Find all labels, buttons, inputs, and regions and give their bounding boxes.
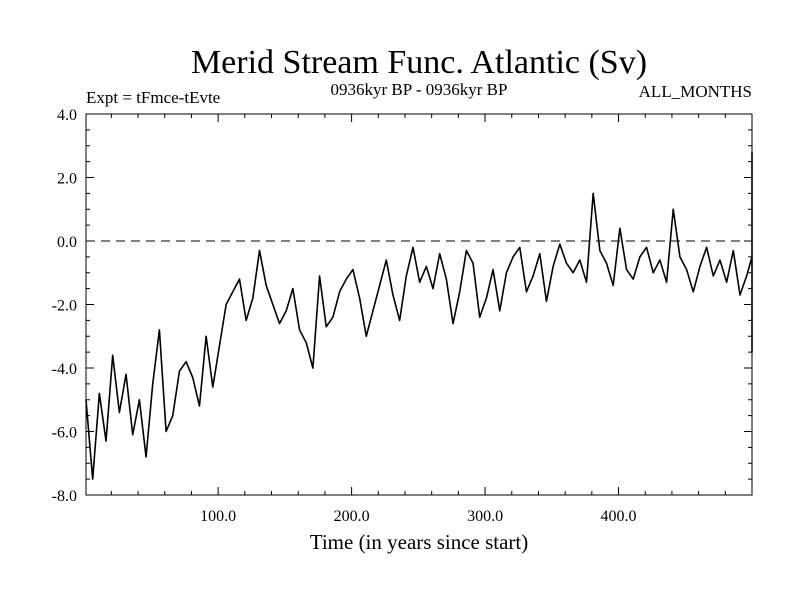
y-tick-label: 0.0 [57,234,77,251]
chart-title: Merid Stream Func. Atlantic (Sv) [191,44,647,81]
y-tick-label: -6.0 [52,425,77,442]
y-tick-label: 4.0 [57,107,77,124]
y-tick-label: -2.0 [52,298,77,315]
x-tick-label: 300.0 [467,508,503,525]
series-line-0 [85,151,753,480]
plot-layer: -8.0 -6.0 -4.0 -2.0 0.0 2.0 4.0 100.0 200.0 300.0… [52,107,753,525]
x-tick-label: 400.0 [601,508,637,525]
chart-subtitle-center: 0936kyr BP - 0936kyr BP [331,80,508,99]
x-axis-label: Time (in years since start) [310,530,529,554]
chart-subtitle-left: Expt = tFmce-tEvte [86,88,220,107]
chart-subtitle-right: ALL_MONTHS [639,82,752,101]
y-tick-label: -8.0 [52,488,77,505]
y-tick-label: -4.0 [52,361,77,378]
x-tick-label: 100.0 [200,508,236,525]
plot-frame [85,113,753,496]
y-tick-label: 2.0 [57,171,77,188]
x-tick-label: 200.0 [334,508,370,525]
